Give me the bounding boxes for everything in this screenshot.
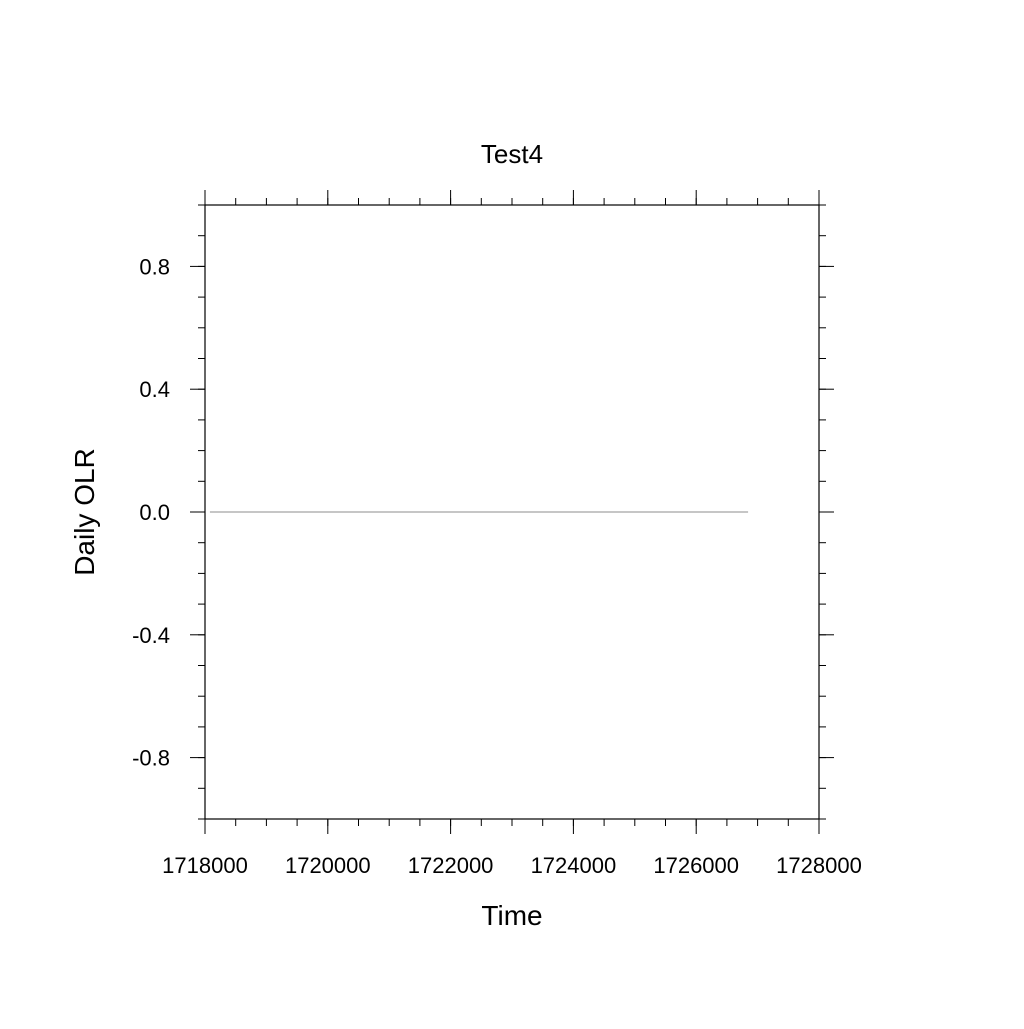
x-tick-label: 1724000	[531, 853, 617, 878]
y-tick-label: -0.8	[132, 746, 170, 771]
plot-frame	[204, 204, 820, 820]
x-tick-label: 1720000	[285, 853, 371, 878]
x-axis-label: Time	[481, 900, 542, 931]
x-tick-label: 1718000	[162, 853, 248, 878]
axis-ticks	[190, 190, 834, 834]
tick-labels: 1718000 1720000 1722000 1724000 1726000 17280…	[132, 254, 862, 878]
y-axis-label: Daily OLR	[69, 448, 100, 576]
x-tick-label: 1726000	[653, 853, 739, 878]
x-tick-label: 1728000	[776, 853, 862, 878]
y-tick-label: 0.8	[139, 254, 170, 279]
y-tick-label: -0.4	[132, 623, 170, 648]
y-tick-label: 0.4	[139, 377, 170, 402]
y-tick-label: 0.0	[139, 500, 170, 525]
x-tick-label: 1722000	[408, 853, 494, 878]
chart-title: Test4	[481, 139, 543, 169]
